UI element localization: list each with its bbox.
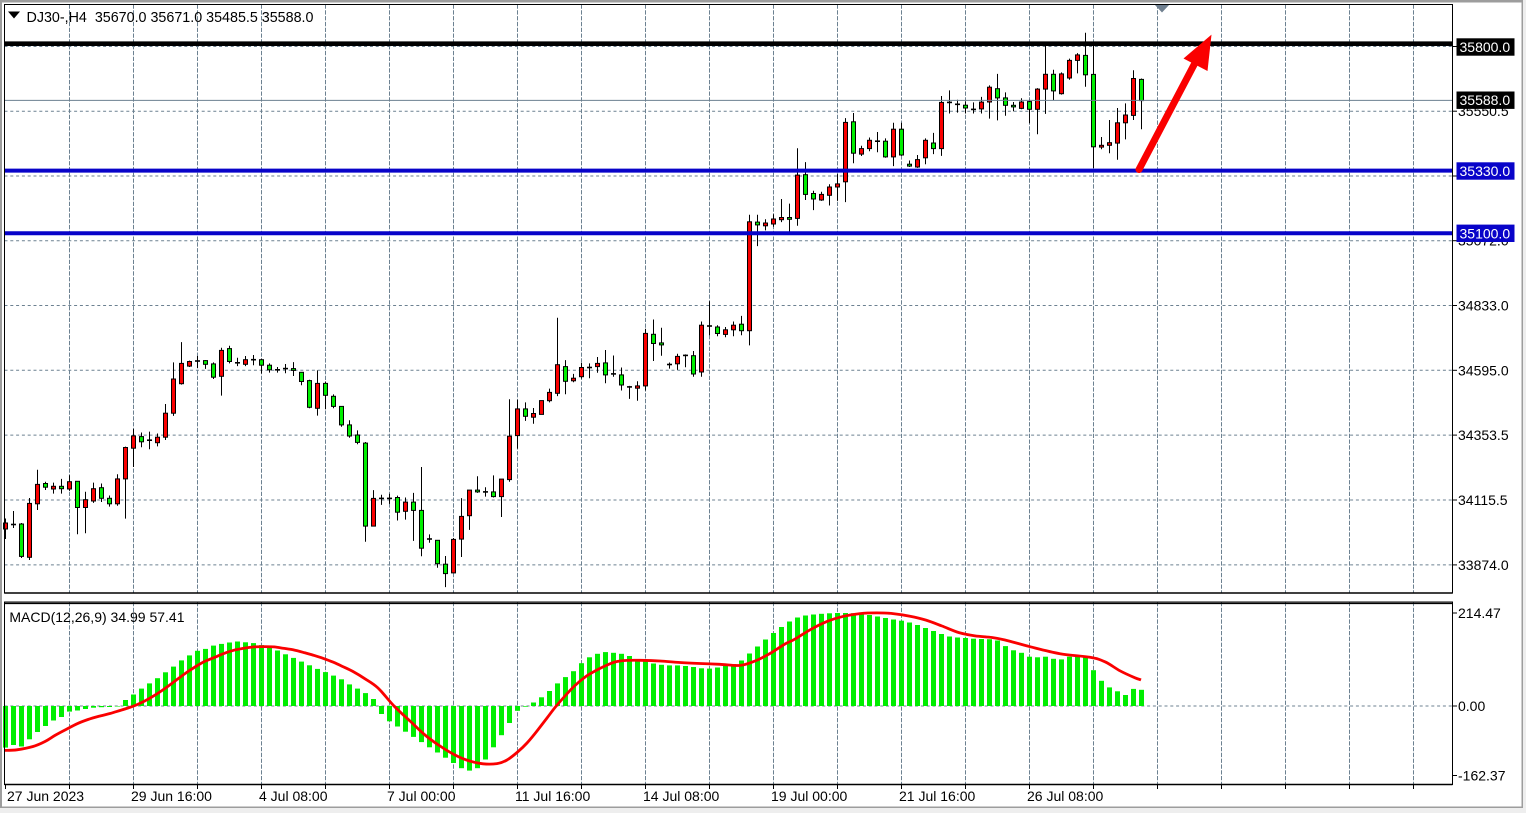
svg-text:MACD(12,26,9) 34.99 57.41: MACD(12,26,9) 34.99 57.41 (9, 609, 184, 625)
svg-text:33874.0: 33874.0 (1458, 557, 1509, 573)
svg-text:27 Jun 2023: 27 Jun 2023 (7, 788, 84, 804)
svg-text:35800.0: 35800.0 (1460, 39, 1511, 55)
svg-text:214.47: 214.47 (1458, 605, 1501, 621)
svg-text:35330.0: 35330.0 (1460, 163, 1511, 179)
svg-text:35588.0: 35588.0 (1460, 92, 1511, 108)
svg-text:21 Jul 16:00: 21 Jul 16:00 (899, 788, 975, 804)
svg-text:11 Jul 16:00: 11 Jul 16:00 (515, 788, 590, 804)
svg-text:19 Jul 00:00: 19 Jul 00:00 (771, 788, 847, 804)
svg-text:29 Jun 16:00: 29 Jun 16:00 (131, 788, 212, 804)
svg-text:14 Jul 08:00: 14 Jul 08:00 (643, 788, 719, 804)
svg-text:34833.0: 34833.0 (1458, 298, 1509, 314)
svg-text:35100.0: 35100.0 (1460, 225, 1511, 241)
svg-text:7 Jul 00:00: 7 Jul 00:00 (387, 788, 456, 804)
svg-text:0.00: 0.00 (1458, 698, 1485, 714)
svg-text:-162.37: -162.37 (1458, 768, 1506, 784)
svg-text:34595.0: 34595.0 (1458, 362, 1509, 378)
svg-text:DJ30-,H4 35670.0 35671.0 3548: DJ30-,H4 35670.0 35671.0 35485.5 35588.0 (27, 10, 314, 26)
svg-text:34115.5: 34115.5 (1458, 492, 1508, 508)
svg-text:26 Jul 08:00: 26 Jul 08:00 (1027, 788, 1103, 804)
svg-text:4 Jul 08:00: 4 Jul 08:00 (259, 788, 328, 804)
svg-text:34353.5: 34353.5 (1458, 427, 1509, 443)
